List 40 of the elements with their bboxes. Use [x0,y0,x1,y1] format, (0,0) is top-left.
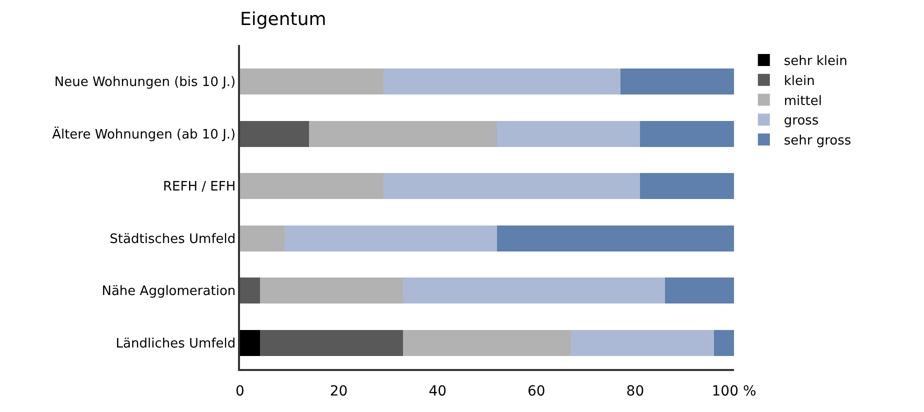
bar [714,330,734,356]
bar [496,120,640,147]
bar [383,173,640,200]
x-tick-label: 100 % [712,384,756,400]
bar [260,278,404,304]
bar [260,330,404,356]
y-tick-label: Städtisches Umfeld [110,232,236,247]
bar [240,173,384,200]
y-tick-label: Neue Wohnungen (bis 10 J.) [54,75,236,90]
legend-label: sehr gross [784,134,852,149]
bar [664,278,734,304]
x-tick-label: 0 [236,384,244,400]
y-tick-label: Ländliches Umfeld [116,336,236,352]
x-tick-label: 40 [428,384,447,400]
chart-title: Eigentum [240,8,326,30]
legend-label: mittel [784,94,822,109]
bar [570,330,714,356]
bar [240,68,384,95]
bar [640,173,734,200]
y-tick-label: REFH / EFH [163,180,236,195]
bar [240,225,284,252]
bar [496,225,734,252]
bar [240,330,260,356]
bar [240,278,260,304]
bar [240,120,310,147]
legend-label: klein [784,74,815,89]
bar [383,68,620,95]
bar [284,225,497,252]
y-tick-label: Ältere Wohnungen (ab 10 J.) [52,126,236,142]
bar [403,330,571,356]
x-tick-label: 20 [330,384,348,400]
x-tick-label: 80 [626,384,644,400]
bar [403,278,665,304]
legend-label: sehr klein [784,54,848,70]
bar [309,120,497,147]
y-tick-label: Nähe Agglomeration [102,284,236,300]
bar [640,120,734,147]
x-tick-label: 60 [527,384,546,400]
bar [620,68,734,95]
legend-label: gross [784,114,819,129]
